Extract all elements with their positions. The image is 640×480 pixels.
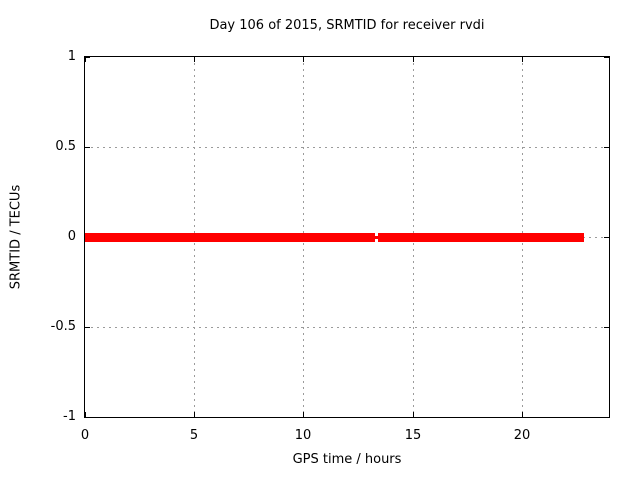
x-tick-mark-top <box>194 57 195 62</box>
series-line-segment <box>85 232 375 242</box>
y-tick-mark-left <box>85 417 90 418</box>
x-tick-mark-top <box>303 57 304 62</box>
x-tick-label: 0 <box>80 428 90 443</box>
x-tick-label: 10 <box>294 428 312 443</box>
chart-title: Day 106 of 2015, SRMTID for receiver rvd… <box>209 18 485 33</box>
x-tick-mark-bottom <box>194 412 195 417</box>
gridline-horizontal <box>85 147 609 148</box>
y-tick-label: -0.5 <box>50 319 76 334</box>
y-tick-mark-left <box>85 57 90 58</box>
y-tick-mark-right <box>604 327 609 328</box>
x-tick-mark-bottom <box>522 412 523 417</box>
y-tick-mark-left <box>85 147 90 148</box>
y-tick-label: 0 <box>67 229 76 244</box>
x-tick-label: 20 <box>513 428 531 443</box>
y-tick-label: -1 <box>63 409 76 424</box>
x-tick-mark-bottom <box>413 412 414 417</box>
y-tick-label: 1 <box>67 49 76 64</box>
x-tick-label: 5 <box>189 428 199 443</box>
x-tick-label: 15 <box>404 428 422 443</box>
y-tick-mark-right <box>604 237 609 238</box>
y-tick-label: 0.5 <box>55 139 76 154</box>
y-tick-mark-right <box>604 57 609 58</box>
x-tick-mark-bottom <box>303 412 304 417</box>
series-line-segment <box>377 232 585 242</box>
x-tick-mark-bottom <box>85 412 86 417</box>
x-axis-label: GPS time / hours <box>292 452 402 467</box>
series-gap-bridge <box>374 235 379 239</box>
gridline-horizontal <box>85 327 609 328</box>
y-tick-mark-right <box>604 417 609 418</box>
plot-area <box>84 56 610 418</box>
x-tick-mark-top <box>522 57 523 62</box>
y-tick-mark-right <box>604 147 609 148</box>
x-tick-mark-top <box>85 57 86 62</box>
x-tick-mark-top <box>413 57 414 62</box>
y-tick-mark-left <box>85 327 90 328</box>
